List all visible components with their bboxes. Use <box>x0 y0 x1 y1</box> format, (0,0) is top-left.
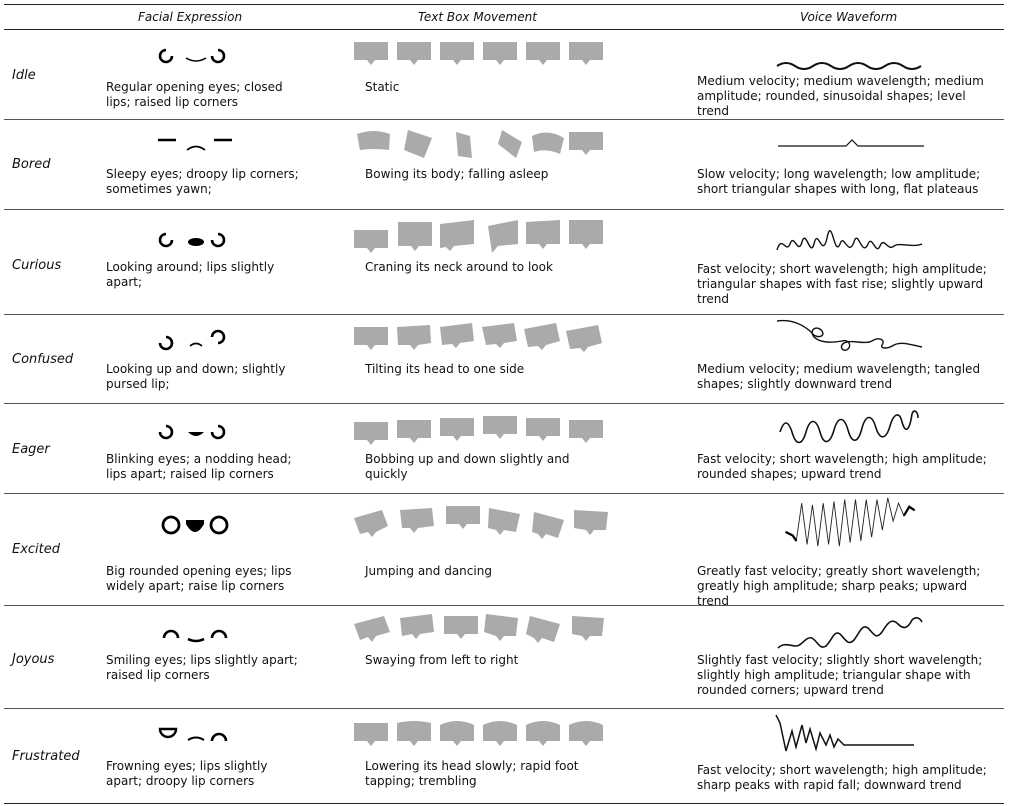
voice-description: Fast velocity; short wavelength; high am… <box>697 262 987 306</box>
idle-textbox-icons <box>354 42 603 65</box>
emotion-label: Joyous <box>12 652 55 667</box>
header-facial-expression: Facial Expression <box>138 10 243 24</box>
voice-description: Slow velocity; long wavelength; low ampl… <box>697 167 981 196</box>
bored-waveform-icon <box>778 139 924 147</box>
emotion-label: Bored <box>12 157 51 172</box>
emotion-label: Confused <box>12 352 74 367</box>
frustrated-waveform-icon <box>775 714 914 752</box>
bored-face-icon <box>158 138 232 151</box>
header-voice-waveform: Voice Waveform <box>800 10 898 24</box>
idle-face-icon <box>158 48 226 64</box>
movement-description: Tilting its head to one side <box>365 362 525 376</box>
frustrated-face-icon <box>158 727 228 742</box>
confused-waveform-icon <box>776 319 923 352</box>
facial-description: Big rounded opening eyes; lips widely ap… <box>106 564 292 593</box>
excited-face-icon <box>161 515 229 535</box>
idle-waveform-icon <box>776 62 922 70</box>
joyous-waveform-icon <box>777 617 923 649</box>
emotion-label: Eager <box>12 442 50 457</box>
facial-description: Regular opening eyes; closed lips; raise… <box>106 80 283 109</box>
movement-description: Jumping and dancing <box>365 564 492 578</box>
voice-description: Greatly fast velocity; greatly short wav… <box>697 564 981 608</box>
curious-face-icon <box>158 232 226 248</box>
movement-description: Craning its neck around to look <box>365 260 553 274</box>
table-row-excited: Excited Big rounded opening eyes; lips w… <box>4 494 1004 608</box>
eager-textbox-icons <box>354 416 603 445</box>
voice-description: Fast velocity; short wavelength; high am… <box>697 763 987 792</box>
confused-face-icon <box>158 329 226 351</box>
eager-waveform-icon <box>779 410 919 444</box>
table-row-idle: Idle Regular opening eyes; closed lips; … <box>4 30 1004 120</box>
movement-description: Swaying from left to right <box>365 653 519 667</box>
table-row-frustrated: Frustrated Frowning eyes; lips slightly … <box>4 709 1004 804</box>
table-row-bored: Bored Sleepy eyes; droopy lip corners; s… <box>4 120 1004 210</box>
emotion-label: Idle <box>12 68 36 83</box>
table-row-curious: Curious Looking around; lips slightly ap… <box>4 210 1004 315</box>
confused-textbox-icons <box>354 323 602 352</box>
joyous-textbox-icons <box>354 614 604 643</box>
joyous-face-icon <box>162 629 228 643</box>
excited-waveform-icon <box>785 497 916 547</box>
emotion-label: Excited <box>12 542 61 557</box>
movement-description: Static <box>365 80 400 94</box>
facial-description: Frowning eyes; lips slightly apart; droo… <box>106 759 268 788</box>
voice-description: Medium velocity; medium wavelength; medi… <box>697 74 984 118</box>
eager-face-icon <box>158 424 226 440</box>
movement-description: Bowing its body; falling asleep <box>365 167 549 181</box>
emotion-label: Curious <box>12 258 62 273</box>
excited-textbox-icons <box>354 506 608 539</box>
header-text-box-movement: Text Box Movement <box>418 10 537 24</box>
facial-description: Sleepy eyes; droopy lip corners; sometim… <box>106 167 299 196</box>
facial-description: Looking around; lips slightly apart; <box>106 260 275 289</box>
voice-description: Fast velocity; short wavelength; high am… <box>697 452 987 481</box>
voice-description: Medium velocity; medium wavelength; tang… <box>697 362 981 391</box>
curious-textbox-icons <box>354 220 603 253</box>
movement-description: Lowering its head slowly; rapid foot tap… <box>365 759 579 788</box>
facial-description: Blinking eyes; a nodding head; lips apar… <box>106 452 292 481</box>
facial-description: Smiling eyes; lips slightly apart; raise… <box>106 653 298 682</box>
facial-description: Looking up and down; slightly pursed lip… <box>106 362 286 391</box>
table-row-eager: Eager Blinking eyes; a nodding head; lip… <box>4 404 1004 494</box>
curious-waveform-icon <box>776 230 923 251</box>
movement-description: Bobbing up and down slightly and quickly <box>365 452 570 481</box>
frustrated-textbox-icons <box>354 721 603 746</box>
table-row-joyous: Joyous Smiling eyes; lips slightly apart… <box>4 606 1004 709</box>
voice-description: Slightly fast velocity; slightly short w… <box>697 653 983 697</box>
bored-textbox-icons <box>357 130 603 158</box>
emotion-label: Frustrated <box>12 749 80 764</box>
emotion-table: Facial Expression Text Box Movement Voic… <box>4 4 1004 804</box>
table-header: Facial Expression Text Box Movement Voic… <box>4 4 1004 30</box>
table-row-confused: Confused Looking up and down; slightly p… <box>4 315 1004 404</box>
